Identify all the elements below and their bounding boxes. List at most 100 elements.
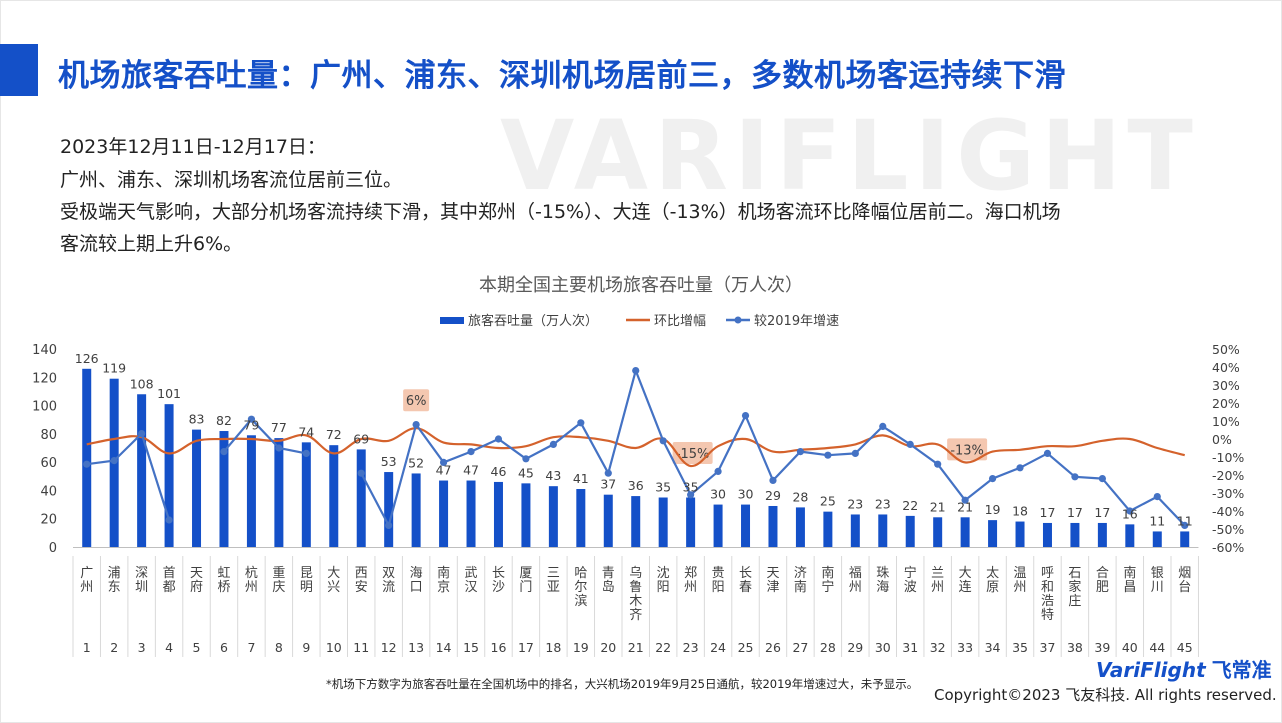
bar-value-label: 23 <box>847 496 863 511</box>
vs2019-marker <box>632 367 640 375</box>
bar <box>466 480 476 547</box>
bar-value-label: 16 <box>1122 506 1138 521</box>
category-label-char: 和 <box>1041 580 1054 595</box>
bar-value-label: 45 <box>518 465 534 480</box>
footnote: *机场下方数字为旅客吞吐量在全国机场中的排名，大兴机场2019年9月25日通航，… <box>326 677 919 691</box>
category-label-char: 虹 <box>217 566 230 581</box>
vs2019-marker <box>934 460 942 468</box>
rank-label: 29 <box>847 640 863 655</box>
callout-label: -13% <box>950 443 984 458</box>
category-label-char: 兴 <box>327 580 340 595</box>
category-label-char: 木 <box>629 594 642 609</box>
vs2019-marker <box>769 476 777 484</box>
bar <box>137 394 147 547</box>
category-label-char: 台 <box>1178 580 1191 595</box>
vs2019-marker <box>824 451 832 459</box>
category-label-char: 州 <box>849 580 862 595</box>
bar <box>246 435 256 547</box>
logo-brand: VariFlight <box>1096 658 1206 682</box>
vs2019-marker <box>604 469 612 477</box>
vs2019-marker <box>439 458 448 466</box>
legend-label: 旅客吞吐量（万人次） <box>468 313 598 329</box>
category-label-char: 浦 <box>108 566 121 581</box>
y-left-tick-label: 60 <box>40 456 57 471</box>
category-label-char: 原 <box>986 580 999 595</box>
bar-value-label: 53 <box>381 454 397 469</box>
y-right-tick-label: 0% <box>1212 432 1232 447</box>
y-left-tick-label: 140 <box>32 343 57 358</box>
y-right-tick-label: -60% <box>1212 540 1244 555</box>
vs2019-marker <box>302 449 310 457</box>
y-right-tick-label: -50% <box>1212 522 1244 537</box>
rank-label: 7 <box>247 640 255 655</box>
vs2019-marker <box>522 455 530 463</box>
bar-value-label: 47 <box>436 463 452 478</box>
category-label-char: 福 <box>849 566 862 581</box>
bar-value-label: 79 <box>243 417 259 432</box>
vs2019-marker <box>1126 507 1134 515</box>
vs2019-marker <box>385 521 393 530</box>
category-label-char: 三 <box>547 566 560 581</box>
category-label-char: 南 <box>821 565 834 581</box>
category-label-char: 州 <box>1014 580 1027 595</box>
rank-label: 11 <box>353 640 369 655</box>
bar <box>301 442 311 547</box>
vs2019-marker <box>851 449 859 457</box>
bar <box>741 504 751 547</box>
rank-label: 22 <box>655 640 671 655</box>
category-label-char: 青 <box>602 566 615 581</box>
category-label-char: 长 <box>739 566 752 581</box>
vs2019-marker <box>714 467 722 475</box>
rank-label: 8 <box>275 640 283 655</box>
vs2019-marker <box>549 440 557 448</box>
rank-label: 40 <box>1122 640 1138 655</box>
rank-label: 9 <box>302 640 310 655</box>
bar <box>631 496 641 547</box>
vs2019-marker <box>687 491 695 499</box>
rank-label: 33 <box>957 640 973 655</box>
rank-label: 21 <box>628 640 644 655</box>
category-label-char: 明 <box>300 580 313 595</box>
bar <box>905 515 915 547</box>
category-label-char: 府 <box>190 580 203 595</box>
category-label-char: 太 <box>986 566 999 581</box>
category-label-char: 济 <box>794 566 807 581</box>
category-label-char: 兰 <box>931 566 944 581</box>
category-label-char: 州 <box>931 580 944 595</box>
bar <box>713 504 723 547</box>
vs2019-marker <box>577 419 585 427</box>
category-label-char: 南 <box>794 579 807 595</box>
category-label-char: 州 <box>80 580 93 595</box>
callout-label: 6% <box>406 394 427 409</box>
category-label-char: 连 <box>959 579 972 595</box>
category-label-char: 首 <box>163 566 176 581</box>
vs2019-marker <box>247 415 256 423</box>
rank-label: 30 <box>875 640 891 655</box>
rank-label: 14 <box>436 640 452 655</box>
category-label-char: 口 <box>410 580 423 595</box>
y-right-tick-label: -30% <box>1212 486 1244 501</box>
category-label-char: 天 <box>190 566 203 581</box>
rank-label: 23 <box>683 640 699 655</box>
y-left-tick-label: 0 <box>49 541 57 556</box>
description-line-2: 广州、浦东、深圳机场客流位居前三位。 <box>60 169 403 191</box>
rank-label: 27 <box>792 640 808 655</box>
bar <box>384 472 394 547</box>
bar <box>411 473 421 547</box>
category-label-char: 哈 <box>574 566 587 581</box>
logo-cn: 飞常准 <box>1211 658 1272 682</box>
vs2019-marker <box>961 496 969 504</box>
bar <box>274 438 284 547</box>
description-line-4: 客流较上期上升6%。 <box>60 233 243 255</box>
rank-label: 38 <box>1067 640 1083 655</box>
bar-value-label: 22 <box>902 498 918 513</box>
callout-box <box>403 389 430 412</box>
rank-label: 2 <box>110 640 118 655</box>
copyright: Copyright©2023 飞友科技. All rights reserved… <box>934 686 1277 704</box>
category-label-char: 阳 <box>657 580 670 595</box>
rank-label: 13 <box>408 640 424 655</box>
rank-label: 31 <box>902 640 918 655</box>
category-label-char: 春 <box>739 580 752 595</box>
category-label-char: 大 <box>327 566 340 581</box>
bar <box>878 514 888 547</box>
